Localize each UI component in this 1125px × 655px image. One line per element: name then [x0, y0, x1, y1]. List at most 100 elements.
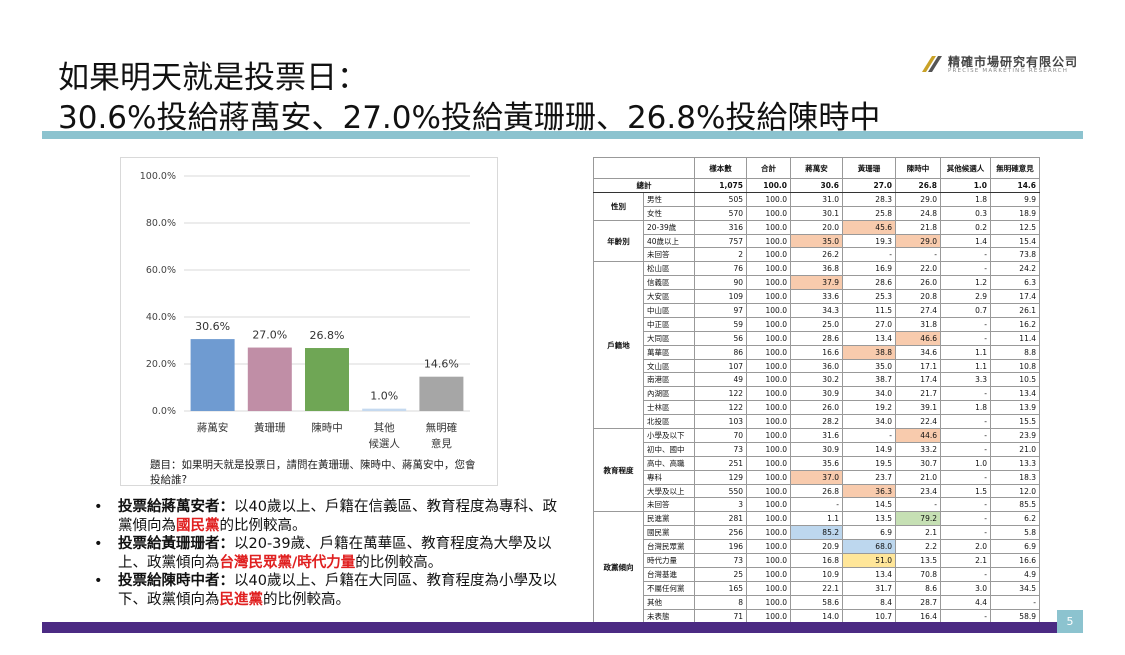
table-cell: 100.0 — [746, 289, 791, 305]
table-cell: 33.6 — [790, 289, 843, 305]
table-cell: 13.5 — [842, 511, 896, 527]
table-row: 女性 570 100.0 30.1 25.8 24.8 0.3 18.9 — [594, 205, 1040, 221]
table-cell: 58.9 — [990, 608, 1040, 624]
table-cell: 33.2 — [895, 441, 941, 457]
header-row: 樣本數 合計 蔣萬安 黃珊珊 陳時中 其他候選人 無明確意見 — [593, 157, 1040, 179]
table-cell: - — [940, 428, 991, 443]
table-row: 戶籍地 松山區 76 100.0 36.8 16.9 22.0-24.2 — [593, 261, 1040, 430]
table-cell: 13.9 — [990, 400, 1040, 416]
table-cell: 16.8 — [790, 553, 843, 568]
bullet-lead: 投票給蔣萬安者： — [118, 499, 234, 515]
table-cell: 100.0 — [746, 455, 791, 471]
table-cell: 100.0 — [746, 205, 791, 221]
table-cell: 37.0 — [790, 469, 843, 485]
table-cell: 20.0 — [790, 219, 843, 235]
table-cell: 316 — [694, 219, 747, 235]
table-cell: 1.1 — [790, 511, 843, 527]
table-cell: 570 — [694, 205, 747, 221]
table-cell: 100.0 — [746, 608, 791, 624]
table-cell: 86 — [694, 344, 747, 360]
table-row: 文山區 107 100.0 36.0 35.0 17.1 1.1 10.8 — [594, 358, 1040, 374]
table-cell: 109 — [694, 289, 747, 305]
table-row: 萬華區 86 100.0 16.6 38.8 34.6 1.1 8.8 — [594, 344, 1040, 360]
table-cell: - — [940, 608, 991, 624]
table-cell: 100.0 — [746, 303, 791, 318]
table-cell: 14.5 — [842, 497, 896, 513]
table-cell: 11.4 — [990, 330, 1040, 346]
table-cell: 1.5 — [940, 483, 991, 499]
column-header: 陳時中 — [895, 157, 941, 179]
column-header: 樣本數 — [694, 157, 747, 179]
row-label: 南港區 — [643, 372, 695, 388]
table-cell: 24.2 — [990, 261, 1040, 277]
table-cell: 19.2 — [842, 400, 896, 416]
table-cell: 1.0 — [940, 178, 991, 193]
table-cell: 8 — [694, 594, 747, 610]
table-cell: - — [940, 511, 991, 527]
table-cell: 2.1 — [940, 553, 991, 568]
table-cell: 100.0 — [746, 441, 791, 457]
table-cell: 27.0 — [842, 316, 896, 332]
table-cell: - — [940, 525, 991, 541]
table-cell: 100.0 — [746, 469, 791, 485]
y-tick-label: 40.0% — [146, 312, 176, 323]
table-cell: 2 — [694, 247, 747, 263]
table-cell: 3.3 — [940, 372, 991, 388]
table-cell: 17.1 — [895, 358, 941, 374]
table-row: 年齡別 20-39歲 316 100.0 20.0 45.6 21.8 0.2 12.5 — [593, 219, 1040, 263]
table-cell: 15.4 — [990, 233, 1040, 249]
row-label: 其他 — [643, 594, 695, 610]
row-label: 台灣基進 — [643, 566, 695, 582]
table-cell: 256 — [694, 525, 747, 541]
table-cell: 44.6 — [895, 428, 941, 443]
row-label: 文山區 — [643, 358, 695, 374]
table-cell: 31.8 — [895, 316, 941, 332]
table-cell: - — [842, 247, 896, 263]
table-cell: 12.5 — [990, 219, 1040, 235]
table-cell: 71 — [694, 608, 747, 624]
table-cell: 21.7 — [895, 386, 941, 402]
table-cell: 13.4 — [990, 386, 1040, 402]
row-label: 中山區 — [643, 303, 695, 318]
table-cell: 26.8 — [895, 178, 941, 193]
table-row: 大安區 109 100.0 33.6 25.3 20.8 2.9 17.4 — [594, 289, 1040, 305]
table-cell: 505 — [694, 191, 747, 207]
value-label: 1.0% — [370, 390, 398, 403]
table-cell: 22.1 — [790, 580, 843, 596]
table-cell: 21.0 — [990, 441, 1040, 457]
table-cell: 38.7 — [842, 372, 896, 388]
table-cell: 45.6 — [842, 219, 896, 235]
title-line: 如果明天就是投票日： — [58, 60, 368, 96]
table-cell: 2.0 — [940, 539, 991, 555]
table-cell: 26.8 — [790, 483, 843, 499]
table-cell: 39.1 — [895, 400, 941, 416]
table-cell: 100.0 — [746, 566, 791, 582]
table-cell: 1.1 — [940, 358, 991, 374]
row-label: 高中、高職 — [643, 455, 695, 471]
bullet-lead: 投票給陳時中者： — [118, 573, 234, 590]
table-cell: 103 — [694, 414, 747, 430]
table-cell: 36.0 — [790, 358, 843, 374]
y-tick-label: 60.0% — [146, 265, 176, 276]
y-tick-label: 80.0% — [146, 218, 176, 229]
table-cell: 11.5 — [842, 303, 896, 318]
table-cell: 8.8 — [990, 344, 1040, 360]
group-label: 性別 — [593, 191, 644, 221]
table-cell: 29.0 — [895, 191, 941, 207]
table-cell: 29.0 — [895, 233, 941, 249]
table-cell: 28.6 — [790, 330, 843, 346]
table-cell: 31.6 — [790, 428, 843, 443]
table-cell: 122 — [694, 400, 747, 416]
table-cell: 26.0 — [790, 400, 843, 416]
table-cell: 4.9 — [990, 566, 1040, 582]
row-label: 未回答 — [643, 247, 695, 263]
table-row: 大學及以上 550 100.0 26.8 36.3 23.4 1.5 12.0 — [594, 483, 1040, 499]
row-label: 不屬任何黨 — [643, 580, 695, 596]
table-cell: 18.9 — [990, 205, 1040, 221]
row-label: 大學及以上 — [643, 483, 695, 499]
table-cell: 1.0 — [940, 455, 991, 471]
x-tick-label: 其他候選人 — [368, 421, 400, 450]
table-row: 北投區 103 100.0 28.2 34.0 22.4-15.5 — [594, 414, 1040, 430]
row-label: 未回答 — [643, 497, 695, 513]
